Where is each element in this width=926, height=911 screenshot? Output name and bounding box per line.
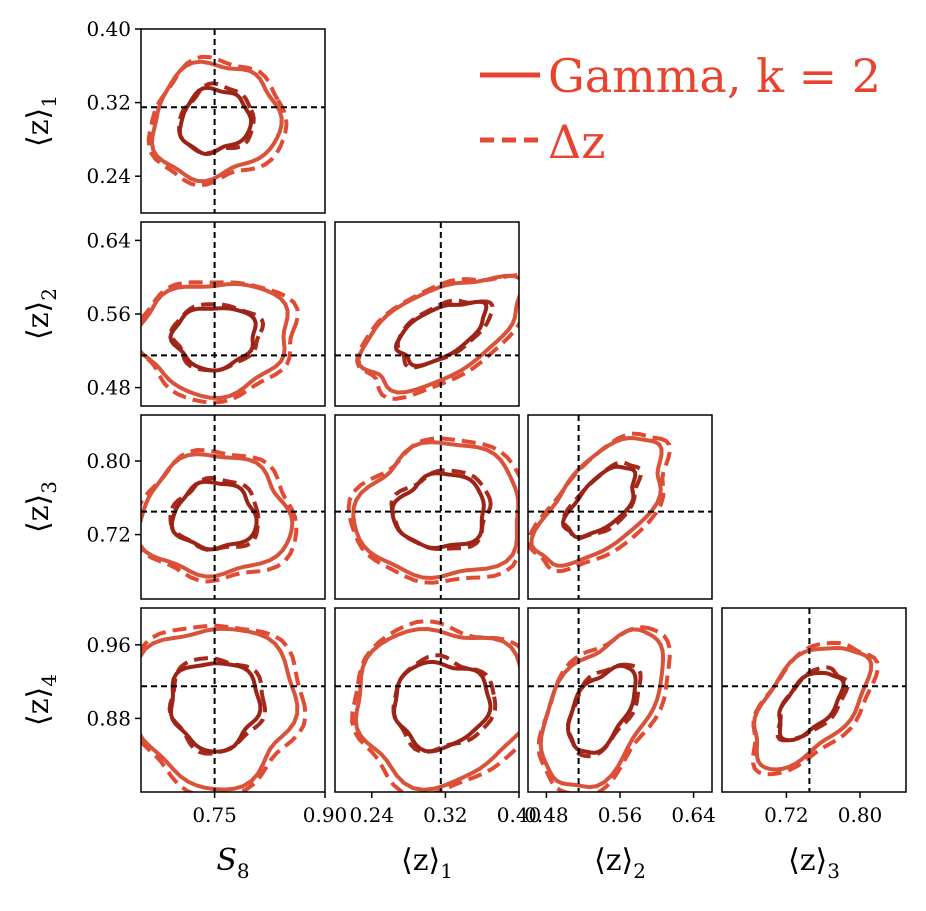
x-axis-title-3: ⟨z⟩3 [788, 843, 840, 883]
contour-gamma-inner [777, 670, 846, 743]
x-axis-title-2: ⟨z⟩2 [594, 843, 646, 883]
y-tick-label: 0.88 [86, 706, 131, 730]
panel-background [141, 29, 325, 213]
contour-dz-outer [346, 436, 519, 585]
y-tick-label: 0.64 [86, 228, 131, 252]
axis-titles: S8 ⟨z⟩1 ⟨z⟩2 ⟨z⟩3 ⟨z⟩1 ⟨z⟩2 ⟨z⟩3 ⟨z⟩4 [21, 95, 840, 883]
y-axis-title-1: ⟨z⟩1 [21, 95, 61, 147]
contour-dz-inner [566, 662, 643, 759]
y-axis-title-3: ⟨z⟩3 [21, 481, 61, 533]
x-tick-label: 0.64 [671, 803, 716, 827]
panel-frame [140, 607, 326, 793]
panel-z_4-vs-z_2: 0.48 0.56 0.64 [524, 607, 716, 827]
panel-background [722, 608, 906, 792]
contour-gamma-outer [353, 627, 519, 792]
x-axis-title-0: S8 [216, 843, 249, 883]
y-axis-title-4: ⟨z⟩4 [21, 674, 61, 726]
panel-z_2-vs-z_1 [334, 221, 520, 407]
panel-z_4-vs-z_1: 0.24 0.32 0.40 [334, 607, 542, 827]
panel-z_4-vs-z_3: 0.72 0.80 [721, 607, 907, 827]
contour-gamma-inner [393, 299, 489, 368]
panels-layer: 0.240.320.400.480.560.640.720.800.880.96… [86, 17, 907, 827]
contour-dz-outer [146, 54, 289, 188]
contour-gamma-inner [390, 471, 486, 550]
panel-background [528, 415, 712, 599]
x-tick-label: 0.56 [598, 803, 643, 827]
contour-gamma-inner [177, 85, 254, 156]
contour-dz-inner [775, 665, 850, 743]
contour-dz-inner [168, 475, 261, 552]
contour-dz-outer [528, 431, 672, 574]
y-axis-title-2: ⟨z⟩2 [21, 288, 61, 340]
x-tick-label: 0.32 [423, 803, 468, 827]
contour-dz-outer [751, 640, 880, 777]
contour-dz-outer [141, 280, 300, 405]
x-tick-label: 0.75 [192, 803, 237, 827]
legend-dashed-label: Δz [548, 115, 605, 169]
y-tick-label: 0.96 [86, 633, 131, 657]
y-tick-label: 0.56 [86, 302, 131, 326]
panel-frame [334, 221, 520, 407]
legend-solid-label: Gamma, k = 2 [548, 49, 881, 103]
contour-gamma-outer [356, 273, 519, 395]
x-tick-label: 0.40 [497, 803, 542, 827]
panel-z_2-vs-S_8: 0.48 0.56 0.64 [86, 221, 326, 407]
panel-frame [140, 414, 326, 600]
y-tick-label: 0.40 [86, 17, 131, 41]
x-tick-label: 0.48 [524, 803, 569, 827]
y-tick-label: 0.24 [86, 164, 131, 188]
panel-frame [140, 28, 326, 214]
contour-gamma-outer [141, 626, 300, 792]
panel-frame [527, 414, 713, 600]
panel-z_3-vs-z_2 [527, 414, 713, 600]
contour-gamma-outer [141, 452, 295, 579]
y-tick-label: 0.72 [86, 523, 131, 547]
contour-gamma-outer [752, 646, 874, 772]
y-tick-label: 0.32 [86, 91, 131, 115]
panel-frame [334, 414, 520, 600]
contour-gamma-outer [150, 59, 284, 184]
y-tick-label: 0.48 [86, 376, 131, 400]
x-axis-title-1: ⟨z⟩1 [401, 843, 453, 883]
contour-gamma-outer [351, 440, 519, 580]
contour-gamma-inner [566, 663, 638, 755]
contour-gamma-outer [529, 436, 664, 568]
contour-dz-outer [355, 273, 519, 401]
panel-z_1-vs-S_8: 0.24 0.32 0.40 [86, 17, 326, 214]
contour-gamma-inner [169, 479, 259, 552]
panel-z_4-vs-S_8: 0.88 0.96 0.75 0.90 [86, 607, 348, 827]
panel-frame [721, 607, 907, 793]
contour-gamma-inner [560, 464, 638, 540]
contour-gamma-inner [168, 306, 258, 373]
contour-dz-outer [141, 623, 308, 792]
contour-gamma-outer [141, 281, 290, 400]
panel-z_3-vs-S_8: 0.72 0.80 [86, 414, 326, 600]
legend: Gamma, k = 2 Δz [480, 49, 881, 169]
contour-gamma-inner [391, 659, 493, 754]
x-tick-label: 0.72 [764, 803, 809, 827]
contour-dz-outer [141, 448, 299, 584]
panel-z_3-vs-z_1 [334, 414, 520, 600]
contour-dz-inner [389, 468, 493, 551]
contour-dz-outer [536, 625, 672, 792]
panel-background [335, 608, 519, 792]
y-tick-label: 0.80 [86, 449, 131, 473]
x-tick-label: 0.80 [838, 803, 883, 827]
panel-frame [334, 607, 520, 793]
x-tick-label: 0.90 [303, 803, 348, 827]
x-tick-label: 0.24 [350, 803, 395, 827]
panel-background [141, 222, 325, 406]
contour-gamma-outer [538, 627, 666, 790]
contour-gamma-inner [169, 661, 263, 754]
